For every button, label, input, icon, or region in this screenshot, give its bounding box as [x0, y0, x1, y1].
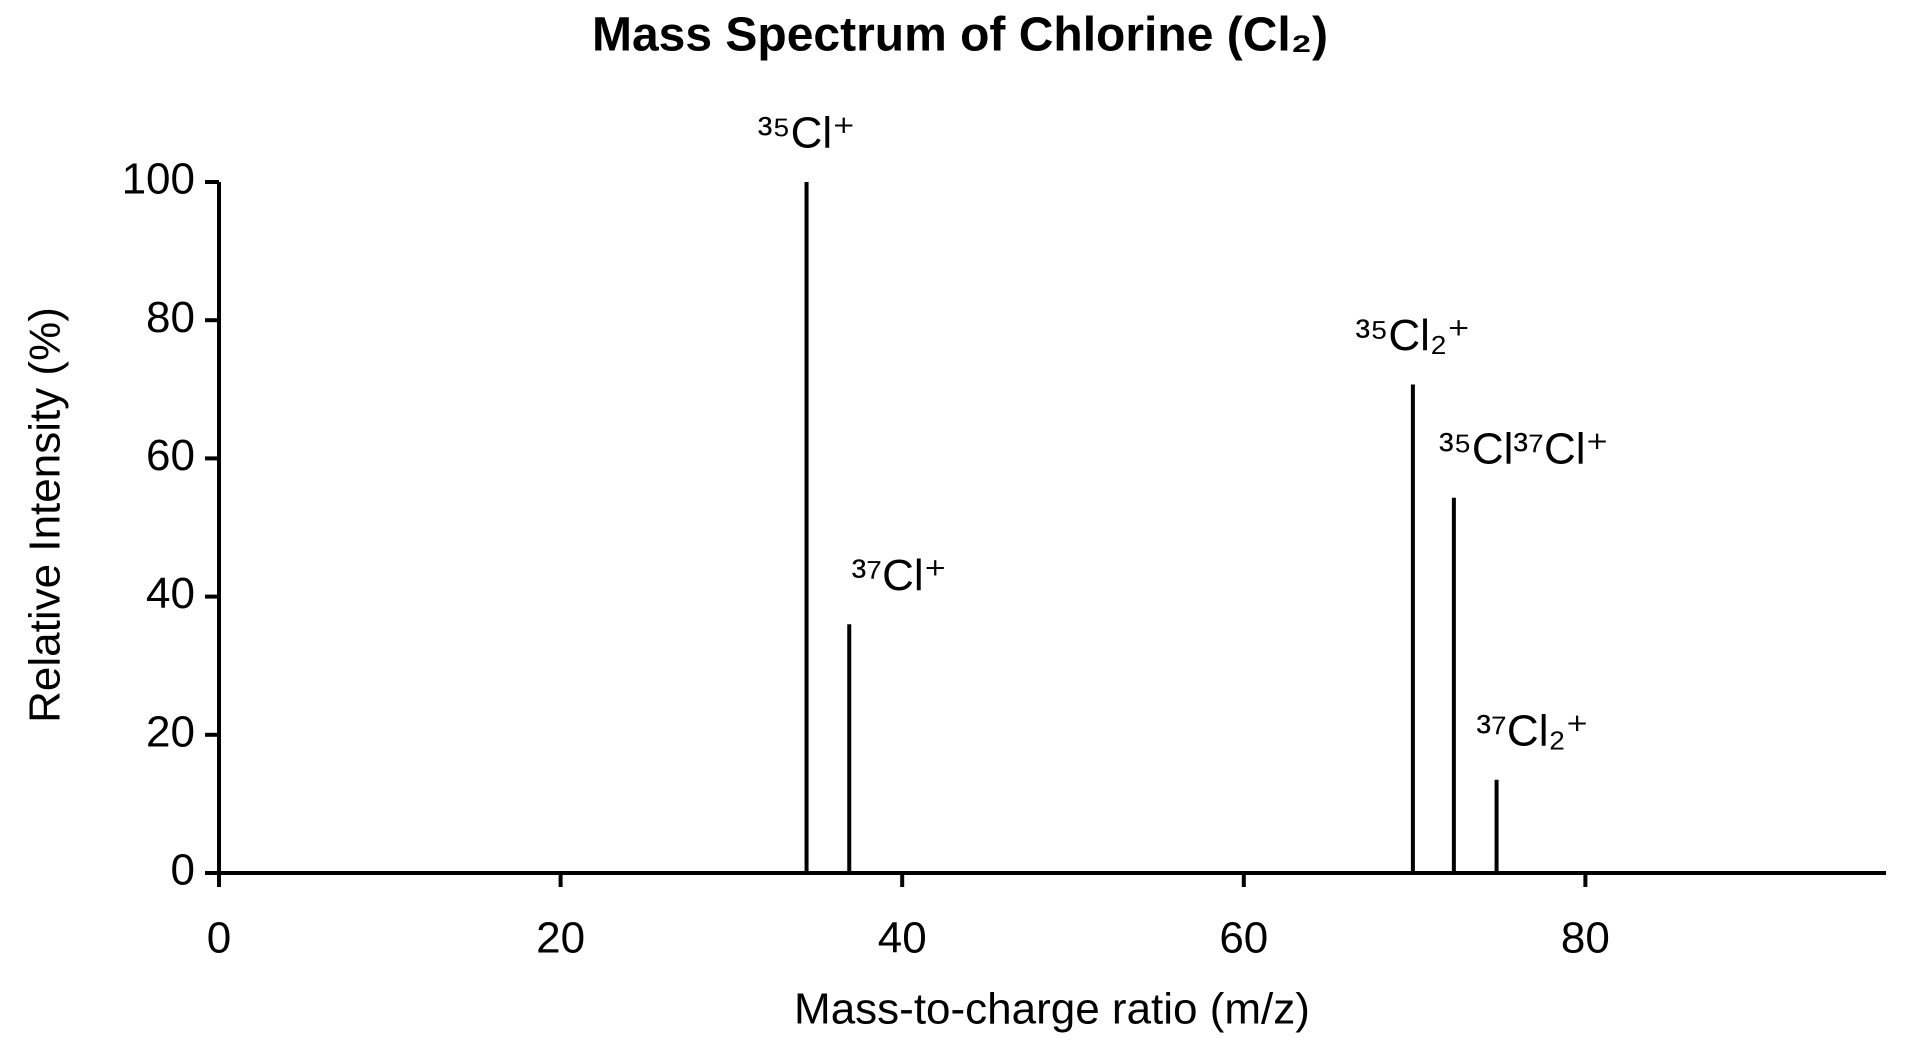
peak-label: ³⁷Cl₂⁺ [1476, 706, 1588, 755]
y-tick-label: 20 [146, 707, 195, 756]
peak-label: ³⁷Cl⁺ [852, 551, 947, 600]
peak-label: ³⁵Cl³⁷Cl⁺ [1439, 424, 1609, 473]
x-tick-label: 0 [207, 914, 231, 963]
x-tick-label: 40 [878, 914, 927, 963]
peak-label: ³⁵Cl₂⁺ [1356, 311, 1471, 360]
peak-label: ³⁵Cl⁺ [758, 109, 856, 158]
chart-title: Mass Spectrum of Chlorine (Cl₂) [592, 9, 1328, 62]
y-tick-label: 40 [146, 569, 195, 618]
y-tick-label: 100 [122, 155, 195, 204]
x-tick-label: 20 [536, 914, 585, 963]
y-tick-label: 80 [146, 293, 195, 342]
x-tick-label: 80 [1561, 914, 1610, 963]
x-tick-label: 60 [1219, 914, 1268, 963]
y-axis-label: Relative Intensity (%) [21, 307, 70, 723]
y-tick-label: 60 [146, 431, 195, 480]
x-axis-label: Mass-to-charge ratio (m/z) [794, 985, 1310, 1034]
y-tick-label: 0 [171, 846, 195, 895]
